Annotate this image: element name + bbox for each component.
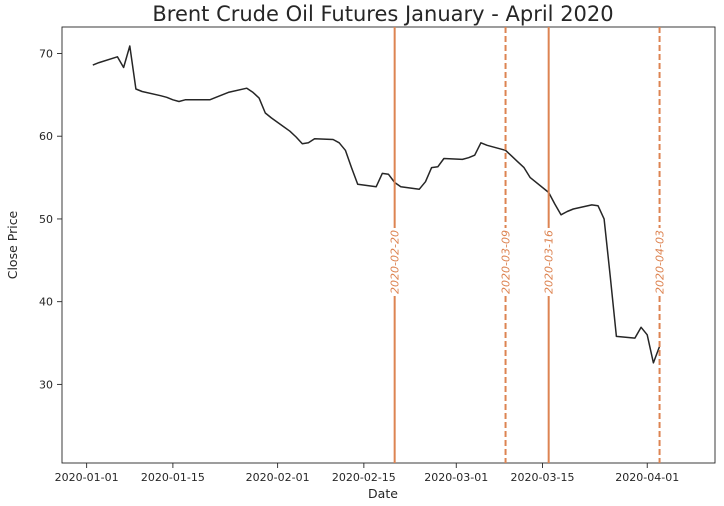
chart-marks: 2020-02-20 2020-03-09 2020-03-16 2020-04-03: [92, 27, 667, 463]
y-axis-label: Close Price: [5, 210, 20, 279]
y-tick-label: 60: [39, 130, 53, 143]
event-date-label: 2020-04-03: [654, 230, 667, 294]
x-axis-label: Date: [368, 486, 398, 501]
chart-title: Brent Crude Oil Futures January - April …: [152, 2, 613, 26]
price-line: [92, 45, 661, 364]
axis-ticks: 2020-01-01 2020-01-15 2020-02-01 2020-02-15…: [39, 47, 679, 484]
plot-area: 2020-01-01 2020-01-15 2020-02-01 2020-02-15…: [39, 26, 716, 484]
x-tick-label: 2020-03-01: [424, 471, 488, 484]
x-tick-label: 2020-04-01: [615, 471, 679, 484]
x-tick-label: 2020-03-15: [511, 471, 575, 484]
x-tick-label: 2020-01-01: [55, 471, 119, 484]
y-tick-label: 40: [39, 296, 53, 309]
y-tick-label: 30: [39, 378, 53, 391]
plot-frame: [61, 26, 716, 464]
x-tick-label: 2020-02-15: [332, 471, 396, 484]
x-tick-label: 2020-02-01: [246, 471, 310, 484]
event-date-label: 2020-03-16: [543, 230, 556, 294]
x-tick-label: 2020-01-15: [141, 471, 205, 484]
y-tick-label: 70: [39, 47, 53, 60]
event-date-label: 2020-03-09: [500, 230, 513, 294]
event-date-label: 2020-02-20: [389, 230, 402, 294]
y-tick-label: 50: [39, 213, 53, 226]
